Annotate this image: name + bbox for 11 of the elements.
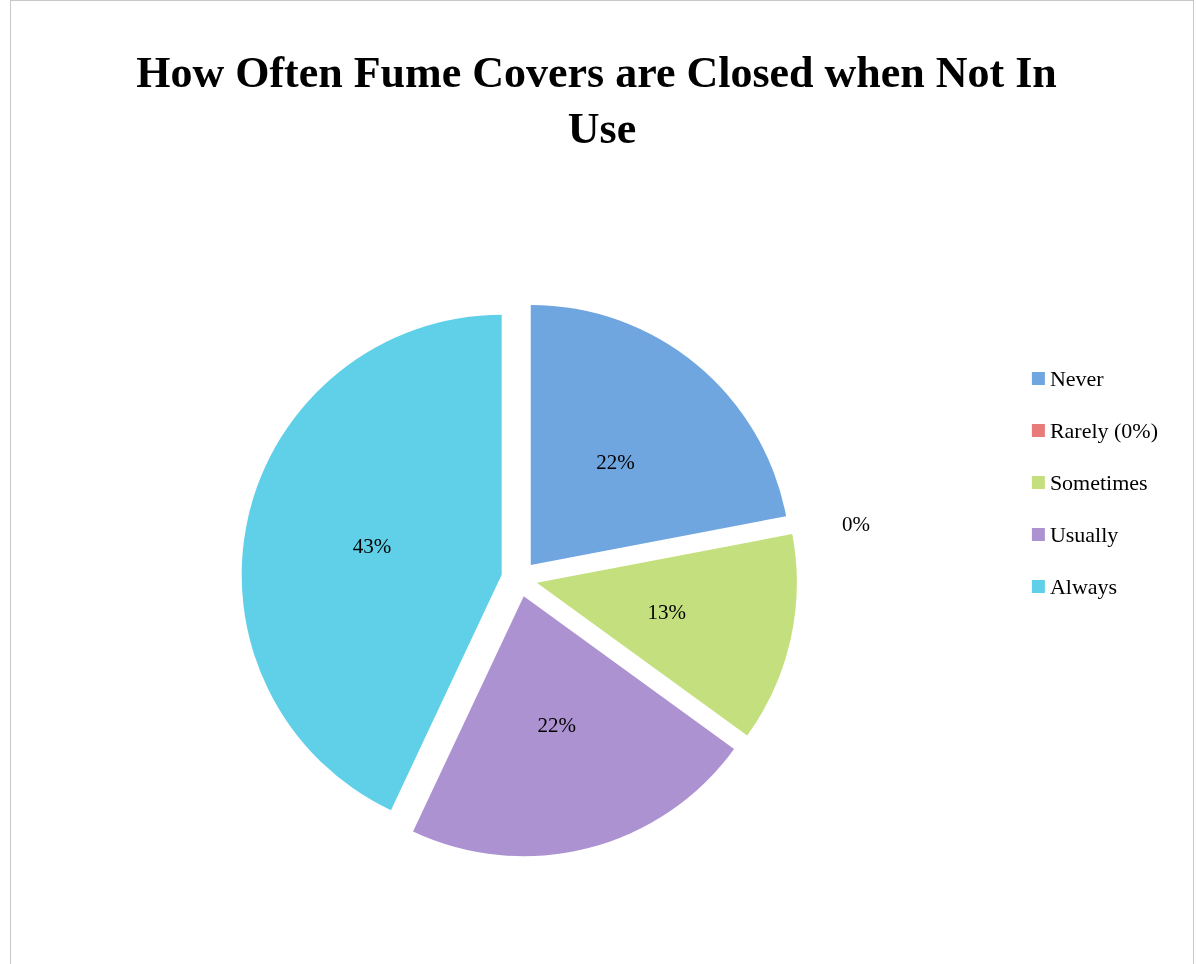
legend-label: Always: [1049, 574, 1118, 599]
legend-label: Usually: [1049, 522, 1119, 547]
data-label: 13%: [647, 599, 686, 624]
data-label: 22%: [596, 450, 635, 475]
legend-label: Rarely (0%): [1049, 418, 1158, 443]
chart-title: How Often Fume Covers are Closed when Not In Use: [136, 47, 1068, 153]
text: 0%: [842, 511, 871, 536]
data-label: 43%: [352, 533, 392, 558]
legend-label: Never: [1049, 366, 1105, 391]
data-label: 22%: [537, 713, 577, 738]
legend-label: Sometimes: [1049, 470, 1148, 495]
